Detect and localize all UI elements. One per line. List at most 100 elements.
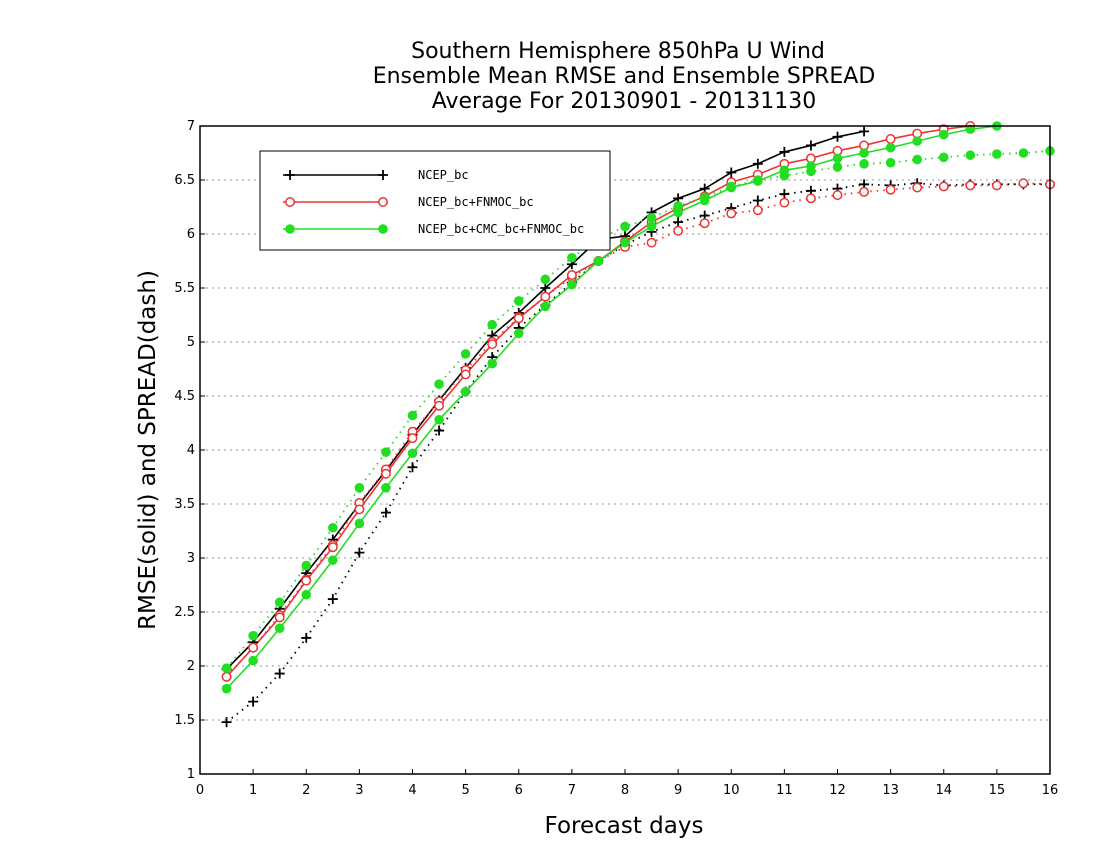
y-tick-label: 3 [187, 551, 195, 566]
rmse-point [327, 542, 338, 553]
y-tick-label: 2 [187, 659, 195, 674]
x-tick-label: 10 [723, 783, 740, 798]
rmse-point [407, 448, 418, 459]
spread-point [859, 186, 870, 197]
rmse-point [274, 612, 285, 623]
rmse-point [726, 167, 737, 178]
legend: NCEP_bc NCEP_bc+FNMOC_bc NCEP_bc+CMC_bc+FN… [259, 150, 611, 251]
x-tick-label: 8 [621, 783, 629, 798]
rmse-point [752, 158, 763, 169]
spread-point [992, 149, 1002, 159]
legend-marker [378, 224, 388, 234]
spread-point [567, 252, 577, 263]
spread-point [407, 410, 418, 421]
y-tick-label: 1.5 [174, 713, 195, 728]
spread-point [248, 696, 259, 707]
spread-point [646, 237, 657, 248]
legend-label: NCEP_bc [418, 168, 469, 182]
legend-label: NCEP_bc+CMC_bc+FNMOC_bc [418, 222, 584, 236]
x-tick-label: 13 [882, 783, 899, 798]
rmse-point [938, 129, 949, 140]
rmse-point [381, 483, 391, 493]
legend-marker [285, 224, 295, 234]
x-tick-label: 2 [302, 783, 310, 798]
spread-point [752, 205, 763, 216]
x-axis-label: Forecast days [545, 813, 704, 839]
y-tick-label: 3.5 [174, 497, 195, 512]
x-tick-label: 15 [989, 783, 1006, 798]
spread-point [885, 157, 896, 168]
spread-point [752, 195, 763, 206]
legend-marker [285, 170, 295, 180]
title-line-2: Ensemble Mean RMSE and Ensemble SPREAD [373, 64, 876, 89]
spread-point [301, 632, 312, 643]
x-tick-label: 4 [408, 783, 416, 798]
spread-point [832, 190, 843, 201]
rmse-point [221, 671, 232, 682]
rmse-point [248, 642, 259, 653]
rmse-point [885, 142, 896, 153]
spread-point [779, 197, 790, 208]
x-tick-label: 12 [829, 783, 846, 798]
spread-point [805, 193, 816, 204]
title-line-3: Average For 20130901 - 20131130 [432, 89, 817, 114]
spread-point [434, 425, 445, 436]
rmse-point [407, 433, 418, 444]
spread-point [673, 217, 684, 228]
rmse-point [434, 400, 445, 411]
rmse-point [380, 468, 391, 479]
rmse-point [753, 176, 763, 186]
rmse-point [885, 134, 896, 144]
spread-point [1018, 178, 1029, 189]
y-tick-label: 6 [187, 227, 195, 242]
rmse-point [912, 136, 922, 146]
rmse-point [806, 161, 816, 171]
rmse-point [779, 146, 790, 157]
series-markers [221, 121, 1055, 728]
rmse-point [726, 182, 737, 193]
spread-point [407, 462, 418, 473]
legend-marker [378, 170, 388, 180]
spread-point [221, 663, 232, 673]
rmse-point [779, 165, 790, 176]
spread-point [832, 162, 843, 172]
rmse-point [274, 623, 285, 633]
rmse-point [805, 140, 816, 151]
spread-point [380, 507, 391, 518]
rmse-point [354, 504, 365, 515]
rmse-point [301, 589, 312, 600]
spread-point [726, 208, 737, 219]
spread-point [328, 522, 338, 533]
rmse-point [859, 126, 870, 137]
spread-point [327, 594, 338, 605]
spread-point [912, 154, 922, 165]
spread-point [434, 379, 444, 389]
rmse-point [566, 270, 577, 280]
rmse-point [593, 256, 604, 266]
y-tick-label: 4 [187, 443, 195, 458]
chart-title: Southern Hemisphere 850hPa U Wind Ensemb… [373, 39, 876, 114]
x-axis: 0 1 2 3 4 5 6 7 8 9 10 11 12 13 14 15 16 [196, 769, 1058, 798]
rmse-point [328, 555, 338, 565]
y-tick-label: 4.5 [174, 389, 195, 404]
spread-point [991, 180, 1002, 191]
spread-line [226, 182, 1050, 723]
spread-point [513, 296, 524, 306]
rmse-point [832, 153, 843, 164]
spread-point [274, 668, 285, 679]
spread-point [274, 597, 285, 608]
x-tick-label: 7 [568, 783, 576, 798]
rmse-point [221, 683, 232, 694]
spread-point [221, 717, 232, 728]
x-tick-label: 5 [461, 783, 469, 798]
spread-point [699, 218, 710, 229]
x-tick-label: 3 [355, 783, 363, 798]
y-tick-label: 5.5 [174, 281, 195, 296]
x-tick-label: 6 [515, 783, 523, 798]
spread-point [1018, 148, 1029, 158]
spread-point [354, 483, 365, 493]
spread-point [965, 150, 976, 160]
grid-lines [200, 179, 1050, 721]
spread-point [248, 630, 258, 641]
